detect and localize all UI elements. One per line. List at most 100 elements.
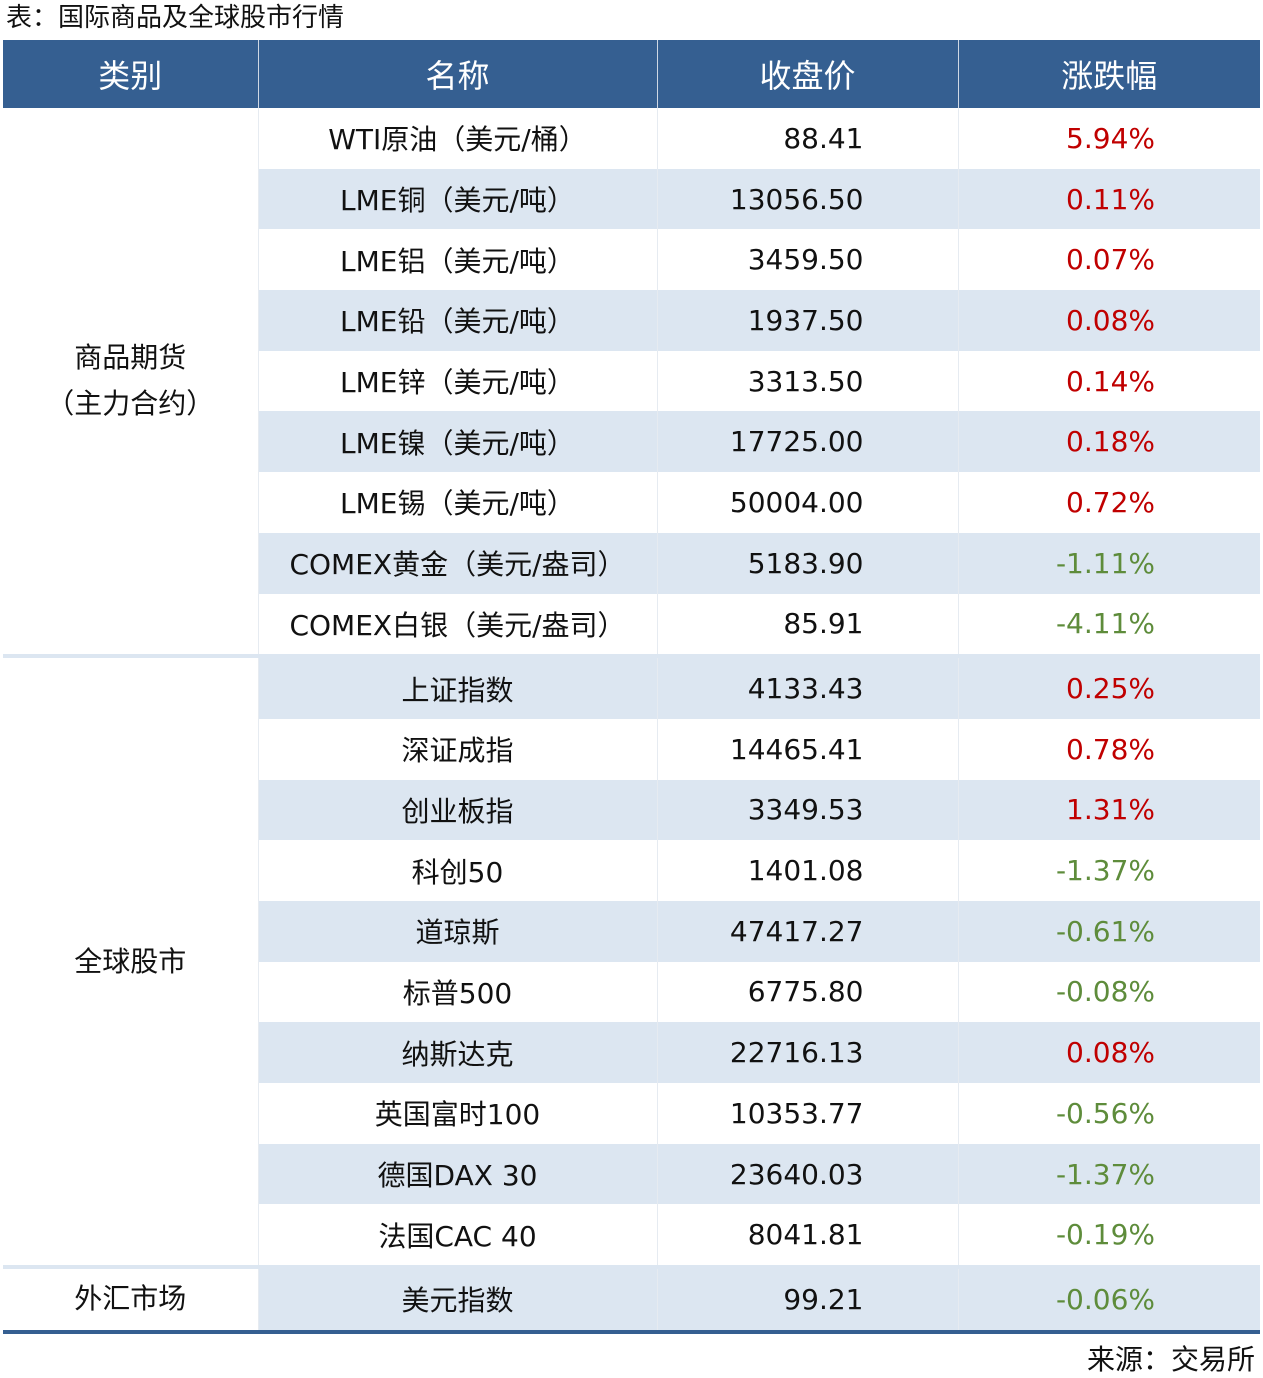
table-row: 标普500 6775.80 -0.08% (3, 961, 1260, 1023)
change-percent: 5.94% (957, 108, 1260, 169)
instrument-name: 科创50 (257, 840, 657, 901)
change-percent: 1.31% (957, 779, 1260, 841)
close-price: 13056.50 (656, 168, 958, 230)
divider-cell (3, 1265, 1260, 1270)
header-name: 名称 (257, 40, 657, 108)
header-category: 类别 (3, 40, 258, 108)
instrument-name: LME铜（美元/吨） (257, 168, 657, 230)
instrument-name: LME铅（美元/吨） (257, 290, 657, 351)
instrument-name: 创业板指 (257, 779, 657, 841)
change-percent: -4.11% (957, 593, 1260, 655)
table-row: LME铅（美元/吨） 1937.50 0.08% (3, 290, 1260, 351)
table-row: 法国CAC 40 8041.81 -0.19% (3, 1204, 1260, 1266)
change-percent: -0.61% (957, 900, 1260, 962)
instrument-name: LME锌（美元/吨） (257, 350, 657, 412)
table-row: 纳斯达克 22716.13 0.08% (3, 1022, 1260, 1083)
close-price: 50004.00 (656, 472, 958, 533)
change-percent: 0.07% (957, 229, 1260, 291)
category-label: 外汇市场 (74, 1282, 187, 1316)
table-row: COMEX白银（美元/盎司） 85.91 -4.11% (3, 593, 1260, 655)
close-price: 1937.50 (656, 290, 958, 351)
table-row: 科创50 1401.08 -1.37% (3, 840, 1260, 901)
close-price: 1401.08 (656, 840, 958, 901)
instrument-name: 深证成指 (257, 718, 657, 780)
divider-cell (3, 654, 1260, 659)
change-percent: -0.19% (957, 1204, 1260, 1266)
table-row: LME铝（美元/吨） 3459.50 0.07% (3, 229, 1260, 291)
change-percent: -1.11% (957, 532, 1260, 594)
category-sublabel: （主力合约） (46, 387, 215, 421)
instrument-name: 德国DAX 30 (257, 1143, 657, 1205)
instrument-name: WTI原油（美元/桶） (257, 108, 657, 169)
change-percent: -0.06% (957, 1269, 1260, 1330)
close-price: 99.21 (656, 1269, 958, 1330)
close-price: 47417.27 (656, 900, 958, 962)
section-divider (3, 654, 1260, 659)
close-price: 14465.41 (656, 718, 958, 780)
change-percent: 0.18% (957, 411, 1260, 473)
close-price: 4133.43 (656, 658, 958, 719)
table-row: 全球股市 上证指数 4133.43 0.25% (3, 658, 1260, 1266)
instrument-name: 美元指数 (257, 1269, 657, 1330)
table-row: LME镍（美元/吨） 17725.00 0.18% (3, 411, 1260, 473)
close-price: 3459.50 (656, 229, 958, 291)
change-percent: 0.08% (957, 1022, 1260, 1083)
instrument-name: LME铝（美元/吨） (257, 229, 657, 291)
change-percent: 0.08% (957, 290, 1260, 351)
table-row: 英国富时100 10353.77 -0.56% (3, 1083, 1260, 1144)
table-row: 道琼斯 47417.27 -0.61% (3, 900, 1260, 962)
section-divider (3, 1265, 1260, 1270)
source-note: 来源：交易所 (1086, 1343, 1255, 1376)
instrument-name: 纳斯达克 (257, 1022, 657, 1083)
header-change: 涨跌幅 (957, 40, 1260, 108)
change-percent: 0.14% (957, 350, 1260, 412)
instrument-name: 道琼斯 (257, 900, 657, 962)
change-percent: -1.37% (957, 1143, 1260, 1205)
change-percent: 0.11% (957, 168, 1260, 230)
close-price: 23640.03 (656, 1143, 958, 1205)
close-price: 22716.13 (656, 1022, 958, 1083)
close-price: 3313.50 (656, 350, 958, 412)
market-table: 类别 名称 收盘价 涨跌幅 商品期货 （主力合约） WTI原油（美元/桶） 88.41… (3, 40, 1260, 1330)
category-cell: 商品期货 （主力合约） (3, 108, 258, 655)
table-row: 德国DAX 30 23640.03 -1.37% (3, 1143, 1260, 1205)
instrument-name: 法国CAC 40 (257, 1204, 657, 1266)
table-row: 创业板指 3349.53 1.31% (3, 779, 1260, 841)
change-percent: 0.25% (957, 658, 1260, 719)
table-row: LME锌（美元/吨） 3313.50 0.14% (3, 350, 1260, 412)
change-percent: 0.78% (957, 718, 1260, 780)
instrument-name: LME镍（美元/吨） (257, 411, 657, 473)
category-cell: 全球股市 (3, 658, 258, 1266)
category-cell: 外汇市场 (3, 1269, 258, 1330)
table-row: 外汇市场 美元指数 99.21 -0.06% (3, 1269, 1260, 1330)
close-price: 17725.00 (656, 411, 958, 473)
close-price: 8041.81 (656, 1204, 958, 1266)
close-price: 85.91 (656, 593, 958, 655)
table-row: 商品期货 （主力合约） WTI原油（美元/桶） 88.41 5.94% (3, 108, 1260, 655)
close-price: 3349.53 (656, 779, 958, 841)
table-row: 深证成指 14465.41 0.78% (3, 718, 1260, 780)
instrument-name: COMEX黄金（美元/盎司） (257, 532, 657, 594)
close-price: 6775.80 (656, 961, 958, 1023)
instrument-name: 上证指数 (257, 658, 657, 719)
change-percent: -1.37% (957, 840, 1260, 901)
header-close: 收盘价 (656, 40, 958, 108)
table-row: LME铜（美元/吨） 13056.50 0.11% (3, 168, 1260, 230)
category-label: 商品期货 (74, 341, 187, 375)
header-row: 类别 名称 收盘价 涨跌幅 (3, 40, 1260, 108)
table-title: 表：国际商品及全球股市行情 (6, 3, 345, 33)
table-row: LME锡（美元/吨） 50004.00 0.72% (3, 472, 1260, 533)
change-percent: 0.72% (957, 472, 1260, 533)
close-price: 10353.77 (656, 1083, 958, 1144)
category-label: 全球股市 (74, 944, 187, 978)
instrument-name: 标普500 (257, 961, 657, 1023)
change-percent: -0.08% (957, 961, 1260, 1023)
change-percent: -0.56% (957, 1083, 1260, 1144)
close-price: 5183.90 (656, 532, 958, 594)
instrument-name: COMEX白银（美元/盎司） (257, 593, 657, 655)
instrument-name: 英国富时100 (257, 1083, 657, 1144)
bottom-rule (3, 1330, 1260, 1334)
instrument-name: LME锡（美元/吨） (257, 472, 657, 533)
table-row: COMEX黄金（美元/盎司） 5183.90 -1.11% (3, 532, 1260, 594)
close-price: 88.41 (656, 108, 958, 169)
